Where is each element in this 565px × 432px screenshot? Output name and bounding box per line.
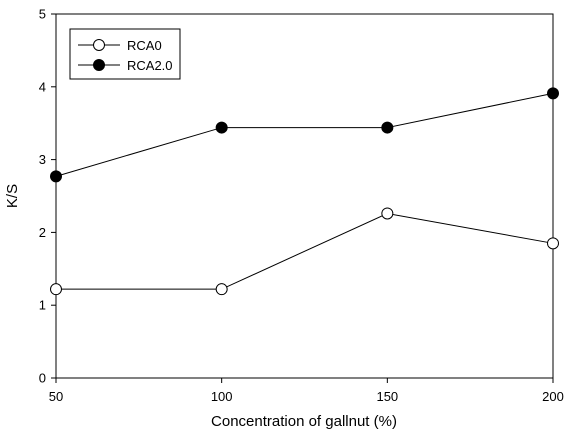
- legend-marker-rca2: [93, 59, 105, 71]
- series-line-rca2-0: [55, 92, 554, 177]
- legend-marker-rca0: [93, 39, 105, 51]
- x-tick-label: 100: [211, 389, 233, 404]
- series-line-rca0: [56, 212, 554, 290]
- x-tick-label: 50: [49, 389, 63, 404]
- data-point-rca2-0: [215, 121, 228, 134]
- y-tick-label: 4: [39, 79, 46, 94]
- data-point-rca0: [547, 237, 559, 250]
- y-tick-label: 0: [39, 371, 46, 386]
- y-tick-label: 3: [39, 152, 46, 167]
- legend-box: [69, 28, 181, 80]
- x-axis: 50 100 150 200: [49, 378, 564, 404]
- legend-label-rca0: RCA0: [127, 38, 162, 53]
- y-tick-label: 5: [39, 7, 46, 22]
- y-tick-label: 2: [39, 225, 46, 240]
- plot-frame: [55, 13, 554, 379]
- legend-label-rca2: RCA2.0: [127, 58, 173, 73]
- data-point-rca0: [381, 207, 394, 220]
- data-point-rca2-0: [547, 87, 559, 100]
- y-tick-label: 1: [39, 298, 46, 313]
- data-point-rca0: [50, 283, 62, 296]
- x-axis-label: Concentration of gallnut (%): [211, 413, 397, 430]
- data-point-rca0: [215, 283, 228, 296]
- y-axis: 0 1 2 3 4 5: [39, 7, 56, 386]
- x-tick-label: 200: [542, 389, 564, 404]
- series-group: [50, 87, 559, 296]
- legend: RCA0 RCA2.0: [69, 28, 181, 80]
- x-tick-label: 150: [376, 389, 398, 404]
- y-axis-label: K/S: [4, 184, 21, 208]
- data-point-rca2-0: [50, 170, 62, 183]
- data-point-rca2-0: [381, 121, 394, 134]
